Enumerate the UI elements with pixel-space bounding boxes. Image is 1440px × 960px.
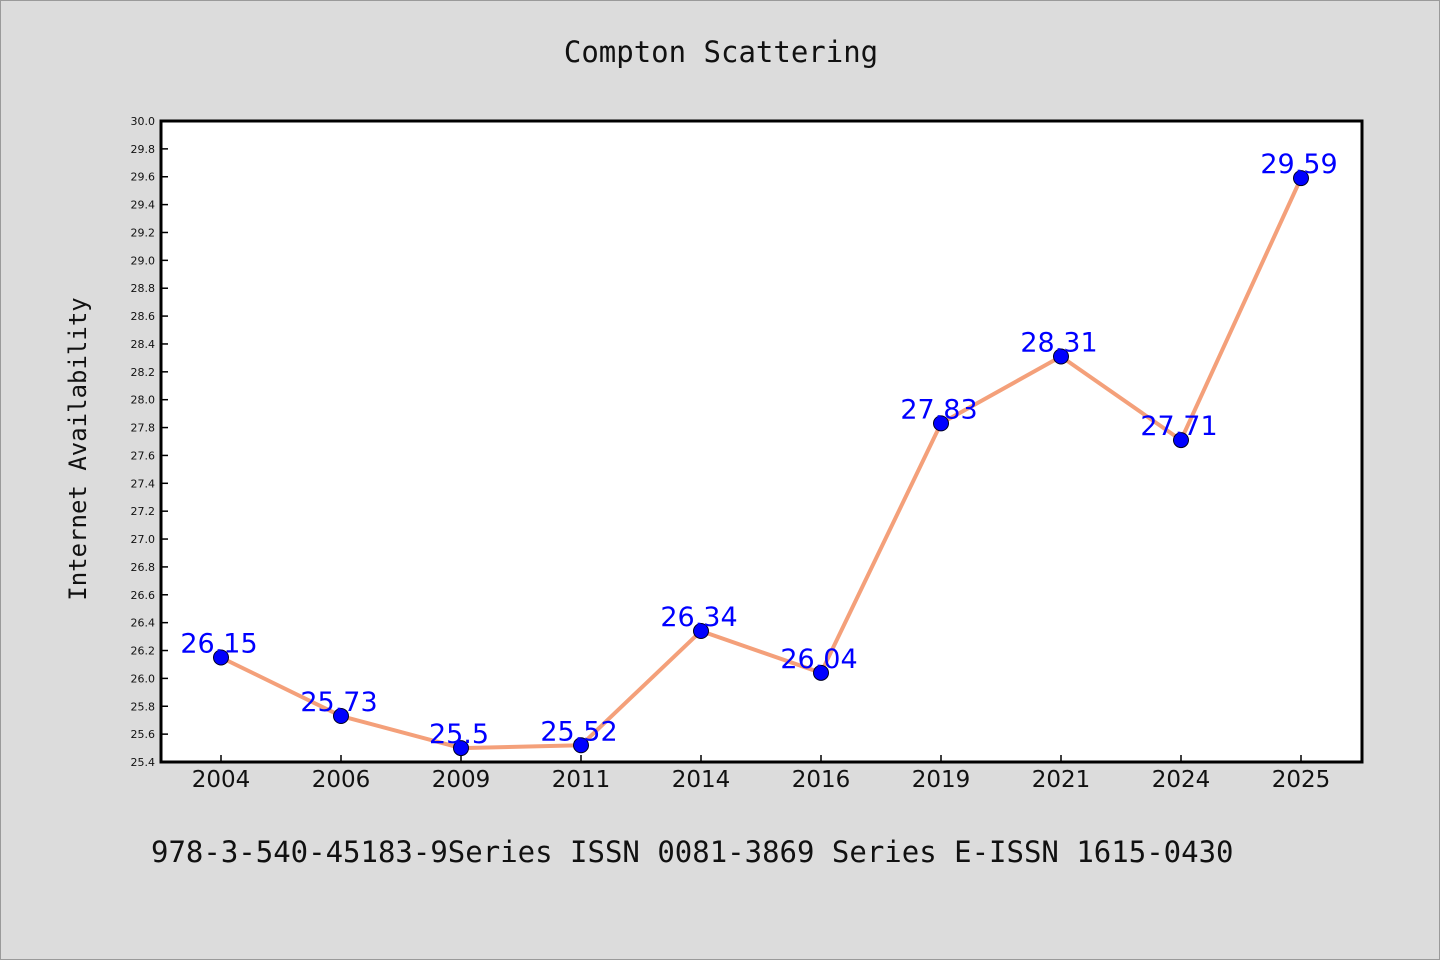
data-point-marker [1053,348,1069,365]
x-tick-label: 2014 [672,767,731,793]
data-label: 25.52 [540,716,617,747]
data-point-marker [1173,432,1189,449]
y-tick-label: 26.4 [131,617,156,630]
y-tick-label: 29.6 [131,171,156,184]
x-tick-label: 2009 [432,767,491,793]
data-label: 28.31 [1020,327,1097,358]
series-line [219,176,1303,751]
data-label: 25.73 [300,687,377,718]
x-tick-label: 2011 [552,767,611,793]
y-axis: 25.4 25.6 25.8 26.0 26.2 26.4 26.6 26.8 27.0 27.2… [131,115,168,769]
series-group [213,170,1309,757]
y-tick-label: 27.0 [131,533,156,546]
y-tick-label: 29.4 [131,199,156,212]
data-point-marker [333,708,349,725]
data-label: 27.83 [900,394,977,425]
data-point-marker [1293,170,1309,187]
data-point-marker [933,415,949,432]
data-labels: 26.15 25.73 25.5 25.52 26.34 26.04 27.83 28.31 2… [180,149,1337,750]
y-tick-label: 27.8 [131,422,156,435]
y-tick-label: 27.2 [131,505,156,518]
y-tick-label: 25.8 [131,700,156,713]
x-tick-label: 2006 [312,767,371,793]
data-label: 26.15 [180,628,257,659]
data-label: 25.5 [429,719,489,750]
data-label: 29.59 [1260,149,1337,180]
y-tick-label: 25.4 [131,756,156,769]
y-tick-label: 29.8 [131,143,156,156]
data-label: 27.71 [1140,411,1217,442]
y-tick-label: 29.0 [131,254,156,267]
y-tick-label: 29.2 [131,226,156,239]
y-tick-label: 28.2 [131,366,156,379]
data-point-marker [693,623,709,640]
y-tick-label: 28.6 [131,310,156,323]
y-tick-label: 25.6 [131,728,156,741]
y-tick-label: 26.6 [131,589,156,602]
data-label: 26.04 [780,644,857,675]
x-tick-label: 2004 [192,767,251,793]
data-point-marker [213,649,229,666]
plot-area [159,119,1364,764]
y-tick-label: 26.8 [131,561,156,574]
y-tick-label: 28.0 [131,394,156,407]
y-tick-label: 28.4 [131,338,156,351]
x-tick-label: 2024 [1152,767,1211,793]
y-tick-label: 30.0 [131,115,156,128]
x-tick-label: 2019 [912,767,971,793]
y-tick-label: 28.8 [131,282,156,295]
data-label: 26.34 [660,602,737,633]
y-tick-label: 27.4 [131,477,156,490]
chart-title: Compton Scattering [563,35,879,69]
y-tick-label: 26.2 [131,645,156,658]
data-point-marker [573,737,589,754]
data-point-marker [813,664,829,681]
x-tick-label: 2021 [1032,767,1091,793]
x-tick-label: 2025 [1272,767,1331,793]
footer-isbn-text: 978-3-540-45183-9Series ISSN 0081-3869 S… [151,835,1234,869]
x-tick-label: 2016 [792,767,851,793]
x-axis: 2004 2006 2009 2011 2014 2016 2019 2021 2024 2025 [192,755,1331,793]
y-tick-label: 27.6 [131,449,156,462]
y-tick-label: 26.0 [131,672,156,685]
data-point-marker [453,740,469,757]
